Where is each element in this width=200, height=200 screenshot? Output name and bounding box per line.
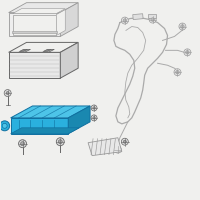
Polygon shape	[13, 9, 65, 14]
Circle shape	[19, 140, 27, 148]
Bar	[148, 14, 156, 18]
Circle shape	[21, 142, 25, 146]
Circle shape	[151, 18, 154, 21]
Polygon shape	[9, 13, 60, 36]
Polygon shape	[60, 42, 78, 78]
Polygon shape	[11, 128, 79, 134]
Polygon shape	[42, 49, 54, 52]
Circle shape	[176, 70, 179, 74]
Circle shape	[56, 138, 64, 146]
Circle shape	[58, 140, 62, 144]
Circle shape	[2, 123, 7, 128]
Polygon shape	[9, 3, 78, 13]
Polygon shape	[9, 52, 60, 78]
Circle shape	[93, 107, 95, 109]
Polygon shape	[60, 3, 78, 36]
Polygon shape	[13, 28, 65, 32]
Circle shape	[91, 105, 97, 111]
Circle shape	[181, 25, 184, 28]
Circle shape	[0, 121, 10, 131]
Polygon shape	[12, 31, 57, 33]
Polygon shape	[20, 49, 28, 51]
Circle shape	[91, 115, 97, 121]
Circle shape	[179, 23, 186, 30]
Circle shape	[6, 92, 9, 95]
Polygon shape	[9, 42, 78, 52]
Polygon shape	[43, 49, 51, 51]
Polygon shape	[19, 49, 30, 52]
Circle shape	[121, 138, 128, 145]
Polygon shape	[88, 138, 122, 156]
Circle shape	[93, 117, 95, 119]
Bar	[133, 14, 143, 20]
Circle shape	[123, 140, 126, 143]
Circle shape	[4, 90, 11, 97]
Polygon shape	[56, 10, 65, 35]
Polygon shape	[11, 118, 68, 134]
Circle shape	[123, 19, 127, 22]
Circle shape	[121, 17, 128, 24]
Circle shape	[184, 49, 191, 56]
Circle shape	[114, 146, 121, 153]
Circle shape	[174, 69, 181, 76]
Polygon shape	[11, 106, 90, 118]
Circle shape	[116, 148, 120, 151]
Polygon shape	[13, 15, 56, 35]
Polygon shape	[68, 106, 90, 134]
Circle shape	[186, 51, 189, 54]
Circle shape	[149, 16, 156, 23]
